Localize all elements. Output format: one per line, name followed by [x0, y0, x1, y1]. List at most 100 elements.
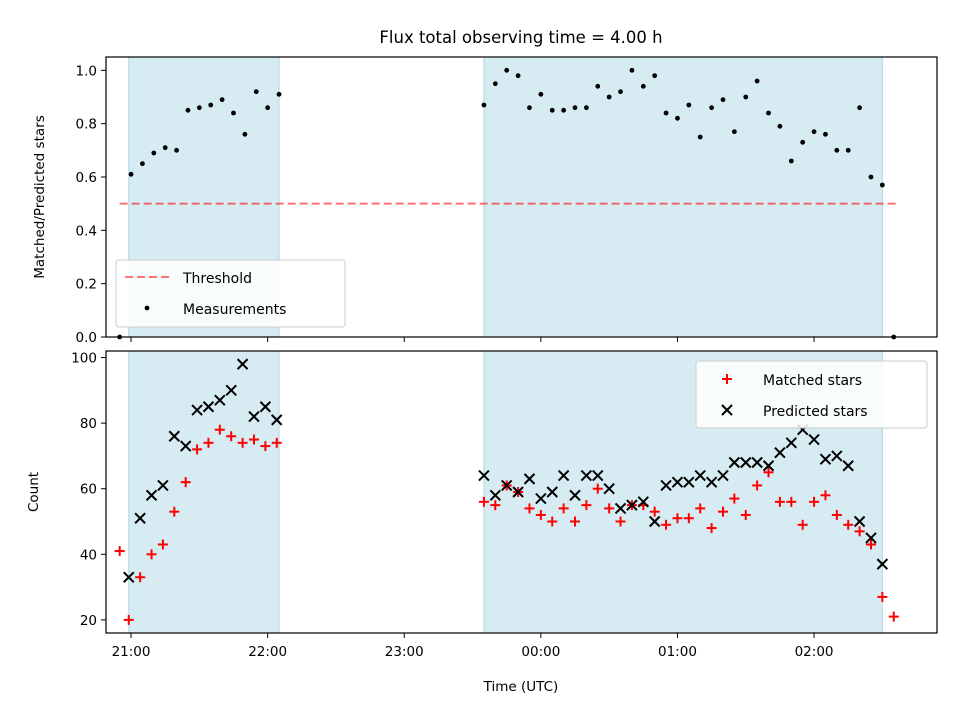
bottom-panel: 20 40 60 80 100 Count 21:00 22:00 23:00 00:00 01:0… [26, 350, 938, 660]
legend-label-predicted: Predicted stars [763, 404, 868, 420]
matched-point [260, 441, 271, 452]
matched-point [146, 549, 157, 560]
predicted-point-b [683, 476, 695, 488]
measurement-point [686, 102, 692, 108]
measurement-point [652, 73, 658, 79]
y-tick-label: 20 [80, 613, 97, 629]
measurement-point [140, 161, 145, 167]
measurement-point [196, 105, 202, 111]
predicted-point-b [214, 394, 226, 406]
predicted-point [134, 512, 146, 524]
matched-point [774, 496, 785, 507]
predicted-point [271, 414, 283, 426]
matched-point [865, 539, 876, 550]
predicted-point [580, 469, 593, 482]
matched-point [180, 477, 191, 488]
matched-point [649, 506, 660, 517]
measurement-point [208, 102, 214, 108]
matched-point [717, 506, 728, 517]
measurement-point [572, 105, 578, 111]
measurement-point [185, 107, 191, 113]
measurement-point [174, 147, 179, 153]
predicted-point-b [728, 456, 741, 469]
predicted-point-b [569, 489, 581, 501]
measurement-point [253, 89, 259, 95]
predicted-point-b [236, 358, 249, 370]
predicted-point-b [134, 512, 146, 524]
predicted-point [259, 401, 272, 413]
predicted-point-b [751, 456, 763, 469]
figure-title: Flux total observing time = 4.00 h [379, 28, 662, 47]
measurement-point [128, 171, 134, 177]
top-panel: 0.0 0.2 0.4 0.6 0.8 1.0 Matched/Predicted star… [32, 56, 938, 346]
measurement-point [481, 102, 487, 108]
x-tick-label: 00:00 [521, 644, 560, 660]
matched-point [729, 493, 740, 504]
predicted-point-b [580, 469, 593, 482]
y-tick-label: 40 [80, 547, 97, 563]
matched-point [706, 523, 717, 534]
measurement-point [823, 131, 828, 137]
measurement-point [606, 94, 612, 100]
x-tick-label: 02:00 [795, 644, 834, 660]
legend: Matched stars Predicted stars [695, 360, 928, 429]
predicted-point-b [523, 473, 536, 485]
measurement-point [675, 115, 680, 121]
predicted-point [740, 456, 752, 469]
predicted-point [557, 469, 570, 482]
predicted-point-b [179, 440, 192, 452]
predicted-point-b [831, 450, 843, 462]
predicted-point [694, 469, 706, 482]
predicted-point [660, 479, 672, 492]
matched-point [683, 513, 694, 524]
measurement-point [663, 110, 669, 116]
matched-point [248, 434, 259, 445]
predicted-point [145, 489, 158, 501]
y-tick-label: 0.8 [76, 117, 97, 133]
matched-point [135, 572, 146, 583]
y-tick-label: 0.2 [76, 277, 97, 293]
predicted-point [751, 456, 763, 469]
y-tick-label: 100 [71, 351, 97, 367]
axes-frame [105, 350, 938, 634]
measurement-point [709, 105, 715, 111]
matched-point [535, 509, 546, 520]
matched-point [157, 539, 168, 550]
matched-point [490, 500, 501, 511]
predicted-point [179, 440, 192, 452]
matched-point [169, 506, 180, 517]
predicted-point [614, 502, 627, 515]
predicted-point-b [271, 414, 283, 426]
matched-point [615, 516, 626, 527]
matched-point [877, 591, 888, 602]
predicted-point [648, 515, 661, 528]
x-tick-label: 22:00 [248, 644, 287, 660]
predicted-point-b [145, 489, 158, 501]
predicted-point [500, 479, 513, 492]
legend-predicted-swatch [721, 404, 733, 416]
predicted-point-b [191, 404, 203, 416]
predicted-point-b [478, 469, 490, 482]
predicted-point-b [592, 469, 604, 482]
matched-point [888, 611, 899, 622]
observing-interval-2 [483, 57, 883, 337]
measurement-point [583, 105, 589, 111]
legend: Threshold Measurements [115, 259, 346, 328]
predicted-point [705, 476, 718, 488]
predicted-point-b [614, 502, 627, 515]
y-tick-label: 0.6 [76, 170, 97, 186]
predicted-point [865, 532, 877, 544]
measurement-point [219, 97, 225, 103]
measurement-point [777, 123, 783, 129]
measurement-point [640, 83, 646, 89]
matched-point [604, 503, 615, 514]
predicted-point [157, 479, 169, 492]
predicted-point-b [626, 499, 638, 511]
predicted-point [191, 404, 203, 416]
matched-point [123, 614, 134, 625]
predicted-point-b [225, 384, 237, 397]
matched-point [854, 526, 865, 537]
matched-point [786, 496, 797, 507]
matched-point [226, 431, 237, 442]
